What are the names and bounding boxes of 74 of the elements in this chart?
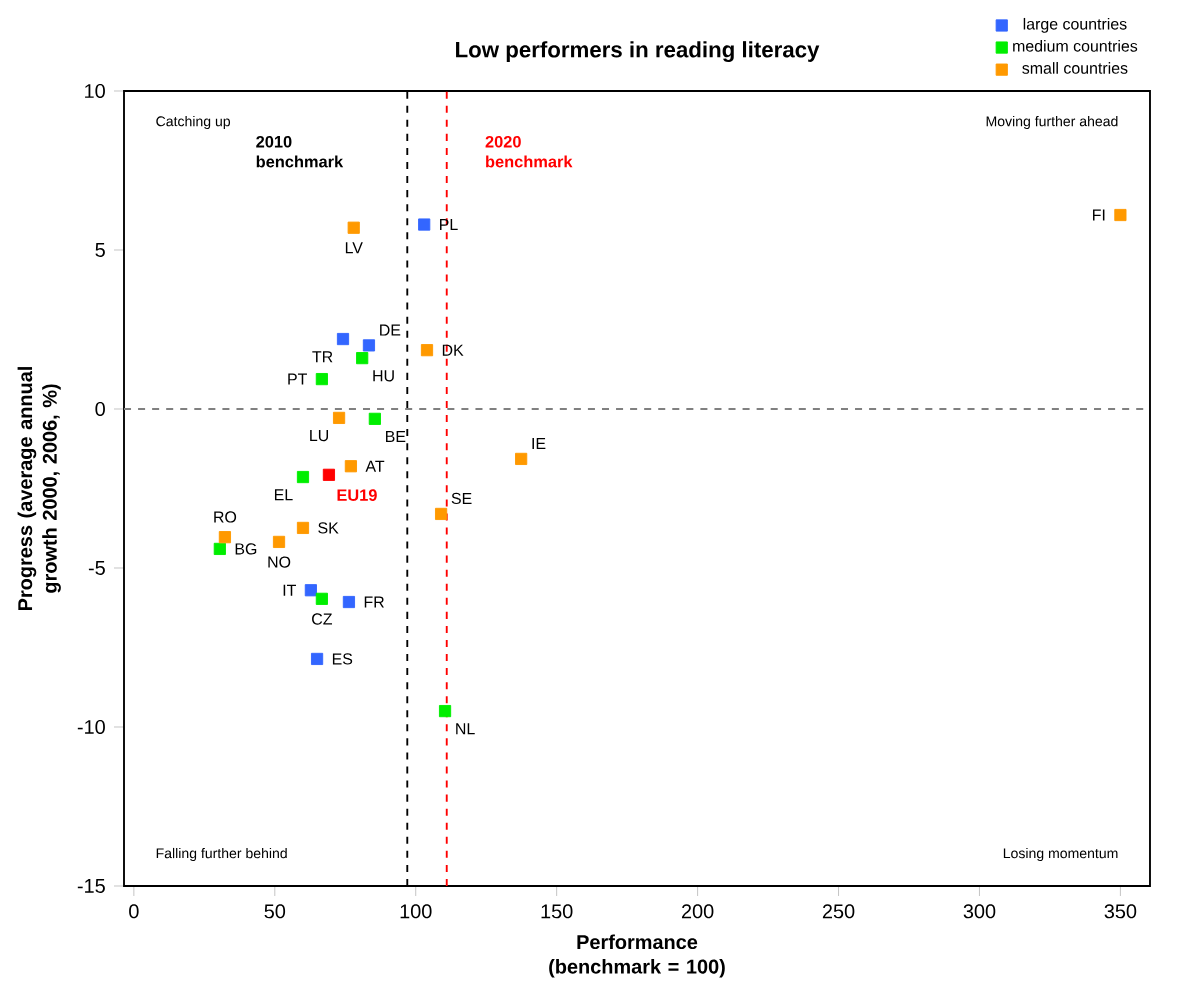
annotation: Catching up bbox=[156, 115, 231, 130]
point bbox=[347, 221, 360, 234]
annotation: RO bbox=[214, 511, 237, 523]
point bbox=[435, 507, 448, 521]
chart-title: Low performers in reading literacy bbox=[456, 41, 820, 62]
annotation: DE bbox=[380, 324, 401, 336]
x-tick-label: 250 bbox=[822, 904, 855, 919]
annotation: PT bbox=[288, 373, 307, 385]
point bbox=[304, 584, 317, 597]
point bbox=[336, 332, 350, 346]
legend-label: medium countries bbox=[1013, 40, 1138, 52]
annotation: TR bbox=[312, 351, 333, 363]
point bbox=[344, 460, 357, 473]
annotation: SE bbox=[451, 492, 472, 505]
ref-line-label: 2010 benchmark bbox=[256, 135, 344, 168]
x-axis-title: Performance (benchmark = 100) bbox=[549, 934, 725, 978]
point bbox=[315, 373, 328, 386]
point bbox=[418, 218, 431, 231]
annotation: FI bbox=[1093, 209, 1105, 221]
annotation: AT bbox=[365, 460, 385, 472]
y-tick-label: 0 bbox=[95, 401, 105, 417]
point bbox=[296, 470, 310, 484]
annotation: EL bbox=[274, 489, 293, 501]
annotation: HU bbox=[373, 370, 394, 382]
legend-label: small countries bbox=[1022, 62, 1128, 74]
x-tick-label: 350 bbox=[1104, 904, 1137, 919]
point bbox=[515, 452, 528, 466]
y-tick-label: -10 bbox=[77, 719, 105, 735]
y-tick-label: -5 bbox=[88, 561, 105, 575]
x-tick-label: 300 bbox=[963, 904, 996, 919]
point bbox=[420, 344, 434, 357]
point bbox=[368, 412, 381, 425]
annotation: FR bbox=[364, 596, 384, 608]
y-tick-label: 5 bbox=[95, 243, 105, 257]
point bbox=[272, 535, 286, 549]
annotation: DK bbox=[442, 344, 464, 356]
point bbox=[1114, 208, 1127, 222]
y-tick-label: 10 bbox=[85, 83, 105, 99]
annotation: Falling further behind bbox=[156, 847, 287, 862]
annotation: ES bbox=[332, 653, 353, 665]
point bbox=[342, 595, 356, 609]
point bbox=[315, 592, 328, 605]
point bbox=[332, 411, 346, 424]
x-tick-label: 100 bbox=[400, 904, 432, 919]
annotation: BG bbox=[235, 543, 257, 555]
y-tick-label: -15 bbox=[77, 879, 105, 893]
annotation: IT bbox=[283, 584, 296, 596]
point bbox=[438, 705, 452, 718]
x-tick-label: 200 bbox=[681, 904, 714, 919]
annotation: SK bbox=[318, 522, 339, 534]
legend-label: large countries bbox=[1023, 17, 1127, 33]
annotation: Moving further ahead bbox=[986, 115, 1118, 130]
annotation: BE bbox=[386, 431, 406, 442]
point bbox=[213, 542, 226, 556]
point bbox=[296, 521, 310, 535]
series-label: EU19 bbox=[337, 489, 377, 501]
point bbox=[218, 531, 232, 544]
annotation: LU bbox=[310, 430, 329, 442]
x-tick-label: 0 bbox=[129, 904, 139, 919]
x-tick-label: 150 bbox=[541, 904, 573, 919]
annotation: NL bbox=[456, 723, 475, 735]
point bbox=[356, 352, 369, 365]
annotation: IE bbox=[532, 438, 546, 450]
annotation: NO bbox=[268, 556, 291, 568]
point bbox=[362, 339, 376, 352]
y-axis-title: Progress (average annual growth 2000, 2006, %) bbox=[17, 367, 61, 611]
ref-line-label: 2020 benchmark bbox=[485, 135, 573, 168]
annotation: CZ bbox=[312, 613, 333, 625]
point bbox=[322, 468, 336, 481]
annotation: LV bbox=[345, 242, 363, 254]
annotation: Losing momentum bbox=[1003, 847, 1118, 862]
x-tick-label: 50 bbox=[264, 904, 286, 919]
annotation: PL bbox=[440, 219, 458, 231]
point bbox=[310, 652, 324, 666]
